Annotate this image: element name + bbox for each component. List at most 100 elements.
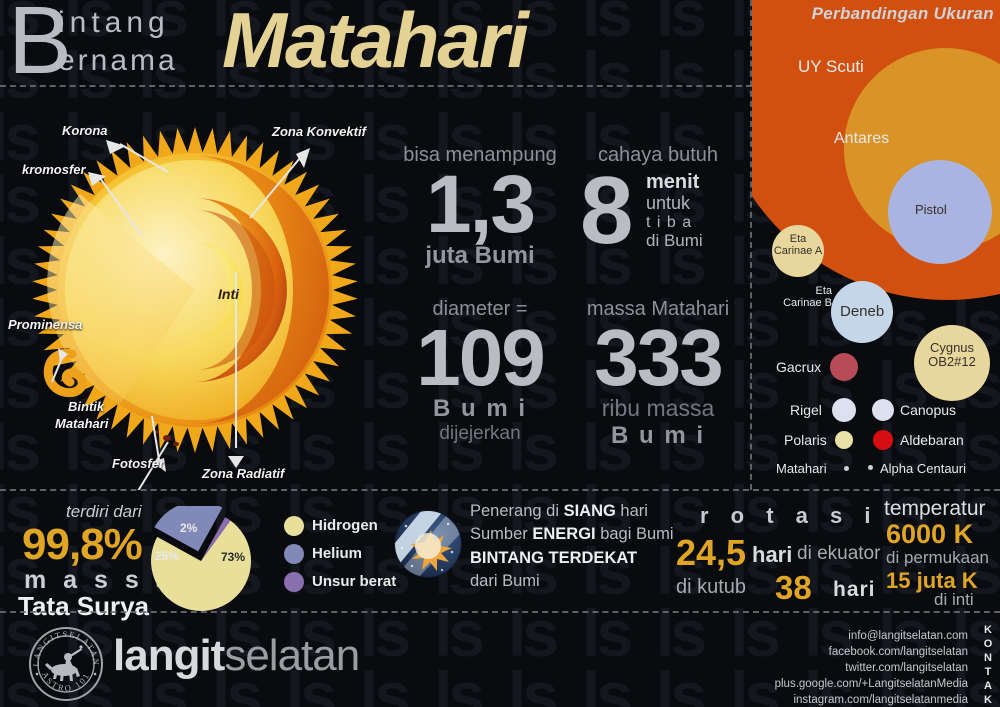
radiative-zone: [195, 198, 287, 382]
label-zona-konvektif: Zona Konvektif: [272, 124, 366, 139]
stat-capacity-unit: juta Bumi: [425, 242, 535, 270]
contact-line-3[interactable]: twitter.com/langitselatan: [845, 662, 968, 674]
convective-zone: [195, 156, 329, 424]
circle-cygnus-ob2-12: [914, 325, 990, 401]
stat-mass-unit: ribu massa: [601, 394, 715, 421]
circle-canopus: [872, 399, 894, 421]
fact-2-a: Sumber: [470, 525, 533, 544]
stat-mass-value: 333: [594, 313, 723, 402]
stat-diameter-value: 109: [416, 313, 545, 402]
fact-line-1: Penerang di SIANG hari: [470, 500, 690, 523]
composition-pie-chart: [151, 506, 252, 611]
circle-eta-carinae-a: [772, 225, 824, 277]
label-alpha-centauri: Alpha Centauri: [880, 461, 966, 476]
label-eta-carinae-b: Eta Carinae B: [760, 285, 832, 309]
page-title: Matahari: [222, 0, 529, 84]
temperature-surface-value: 6000 K: [886, 519, 974, 549]
label-bintik-2: Matahari: [55, 416, 109, 431]
wordmark-bold: langit: [113, 631, 225, 680]
earth-day-night-icon: [394, 510, 462, 578]
core: [195, 242, 243, 338]
stat-diameter: diameter = 109 B u m i dijejerkan: [396, 298, 564, 445]
temperature-surface-where: di permukaan: [886, 548, 990, 567]
seal-centaur-figure: [45, 645, 83, 681]
radiative-zone-band: [195, 210, 275, 370]
label-kromosfer: kromosfer: [22, 162, 86, 177]
size-comparison-title: Perbandingan Ukuran: [811, 4, 994, 23]
contact-line-1[interactable]: info@langitselatan.com: [848, 630, 968, 642]
stat-light-l3: t i b a: [646, 213, 693, 231]
rotation-pole-unit: hari: [833, 578, 876, 601]
circle-gacrux: [830, 353, 858, 381]
label-korona: Korona: [62, 123, 108, 138]
stat-light-caption: cahaya butuh: [597, 144, 719, 166]
temperature-core-where: di inti: [934, 590, 974, 609]
header: B intang ernama Matahari: [0, 0, 752, 94]
rotation-pole-where: di kutub: [676, 576, 747, 598]
footer: LANGITSELATAN ASTRO 101 langitselatan in…: [0, 612, 1000, 707]
label-eta-carinae-b-l1: Eta: [815, 285, 832, 297]
pie-slice-1: [154, 506, 223, 552]
label-bintik-1: Bintik: [68, 399, 105, 414]
sun-diagram-panel: Korona kromosfer Zona Konvektif Prominen…: [0, 86, 390, 490]
stat-light-l4: di Bumi: [646, 231, 703, 251]
langitselatan-seal-logo: LANGITSELATAN ASTRO 101: [29, 627, 103, 701]
legend-label-helium: Helium: [312, 545, 363, 562]
title-line-2: ernama: [58, 44, 178, 77]
label-cygnus-l1: Cygnus: [929, 340, 975, 355]
fact-line-4: dari Bumi: [470, 572, 540, 591]
label-eta-carinae-a-l1: Eta: [789, 233, 807, 245]
label-polaris: Polaris: [784, 432, 827, 448]
circle-polaris: [835, 431, 853, 449]
label-eta-carinae-b-l2: Carinae B: [783, 296, 832, 309]
facts-block: Penerang di SIANG hari Sumber ENERGI bag…: [470, 500, 690, 594]
temperature-title: temperatur: [884, 497, 986, 520]
contact-line-4[interactable]: plus.google.com/+LangitselatanMedia: [774, 678, 968, 690]
label-prominensa: Prominensa: [8, 317, 83, 332]
composition-massa: m a s s a: [24, 566, 175, 594]
label-fotosfer: Fotosfer: [112, 456, 164, 471]
title-initial-letter: B: [8, 0, 73, 94]
pie-slice-2: [201, 517, 231, 561]
legend-dot-unsur-berat: [284, 572, 304, 592]
stat-diameter-unit: B u m i: [432, 394, 527, 422]
stat-capacity-caption: bisa menampung: [403, 144, 557, 166]
circle-aldebaran: [873, 430, 893, 450]
circle-matahari: [844, 466, 849, 471]
circle-deneb: [831, 281, 893, 343]
label-cygnus-ob2-12: Cygnus OB2#12: [916, 341, 988, 368]
stat-capacity: bisa menampung 1,3 juta Bumi: [396, 144, 564, 270]
arrow-heads: [58, 140, 310, 472]
pie-label-unsur: 2%: [180, 521, 198, 535]
label-pistol: Pistol: [915, 202, 947, 217]
stat-mass-unit-2: B u m i: [610, 421, 705, 449]
stats-panel: bisa menampung 1,3 juta Bumi cahaya butu…: [390, 86, 750, 490]
kontak-vertical-label: KONTAK: [982, 624, 994, 707]
label-matahari: Matahari: [776, 461, 827, 476]
label-zona-radiatif: Zona Radiatif: [202, 466, 285, 481]
composition-percent: 99,8%: [22, 520, 143, 569]
contact-line-5[interactable]: instagram.com/langitselatanmedia: [793, 694, 968, 706]
stat-light-unit-block: menit untuk t i b a di Bumi: [646, 171, 703, 250]
size-comparison-panel: UY Scuti Antares Pistol Eta Carinae A Et…: [752, 0, 1000, 490]
legend-label-unsur-berat: Unsur berat: [312, 573, 397, 590]
bottom-band: terdiri dari 99,8% m a s s a Tata Surya …: [0, 490, 1000, 621]
divider-footer: [0, 611, 1000, 613]
circle-rigel: [832, 398, 856, 422]
temperature-core-value: 15 juta K: [886, 568, 978, 593]
stat-diameter-caption: diameter =: [432, 298, 528, 320]
langitselatan-wordmark: langitselatan: [113, 631, 360, 681]
rotation-pole-value: 38: [775, 569, 812, 606]
title-line-1: intang: [58, 6, 170, 39]
circle-pistol: [888, 160, 992, 264]
pie-label-helium: 25%: [155, 549, 180, 563]
fact-1-c: hari: [615, 502, 648, 520]
label-rigel: Rigel: [790, 402, 822, 418]
fact-2-b: ENERGI: [532, 525, 596, 544]
rotation-equator-unit: hari: [752, 542, 793, 567]
contact-line-2[interactable]: facebook.com/langitselatan: [828, 646, 968, 658]
stat-diameter-note: dijejerkan: [439, 422, 521, 444]
label-eta-carinae-a-l2: Carinae A: [773, 244, 823, 257]
divider-header: [0, 85, 752, 87]
stat-mass-caption: massa Matahari: [586, 298, 730, 320]
